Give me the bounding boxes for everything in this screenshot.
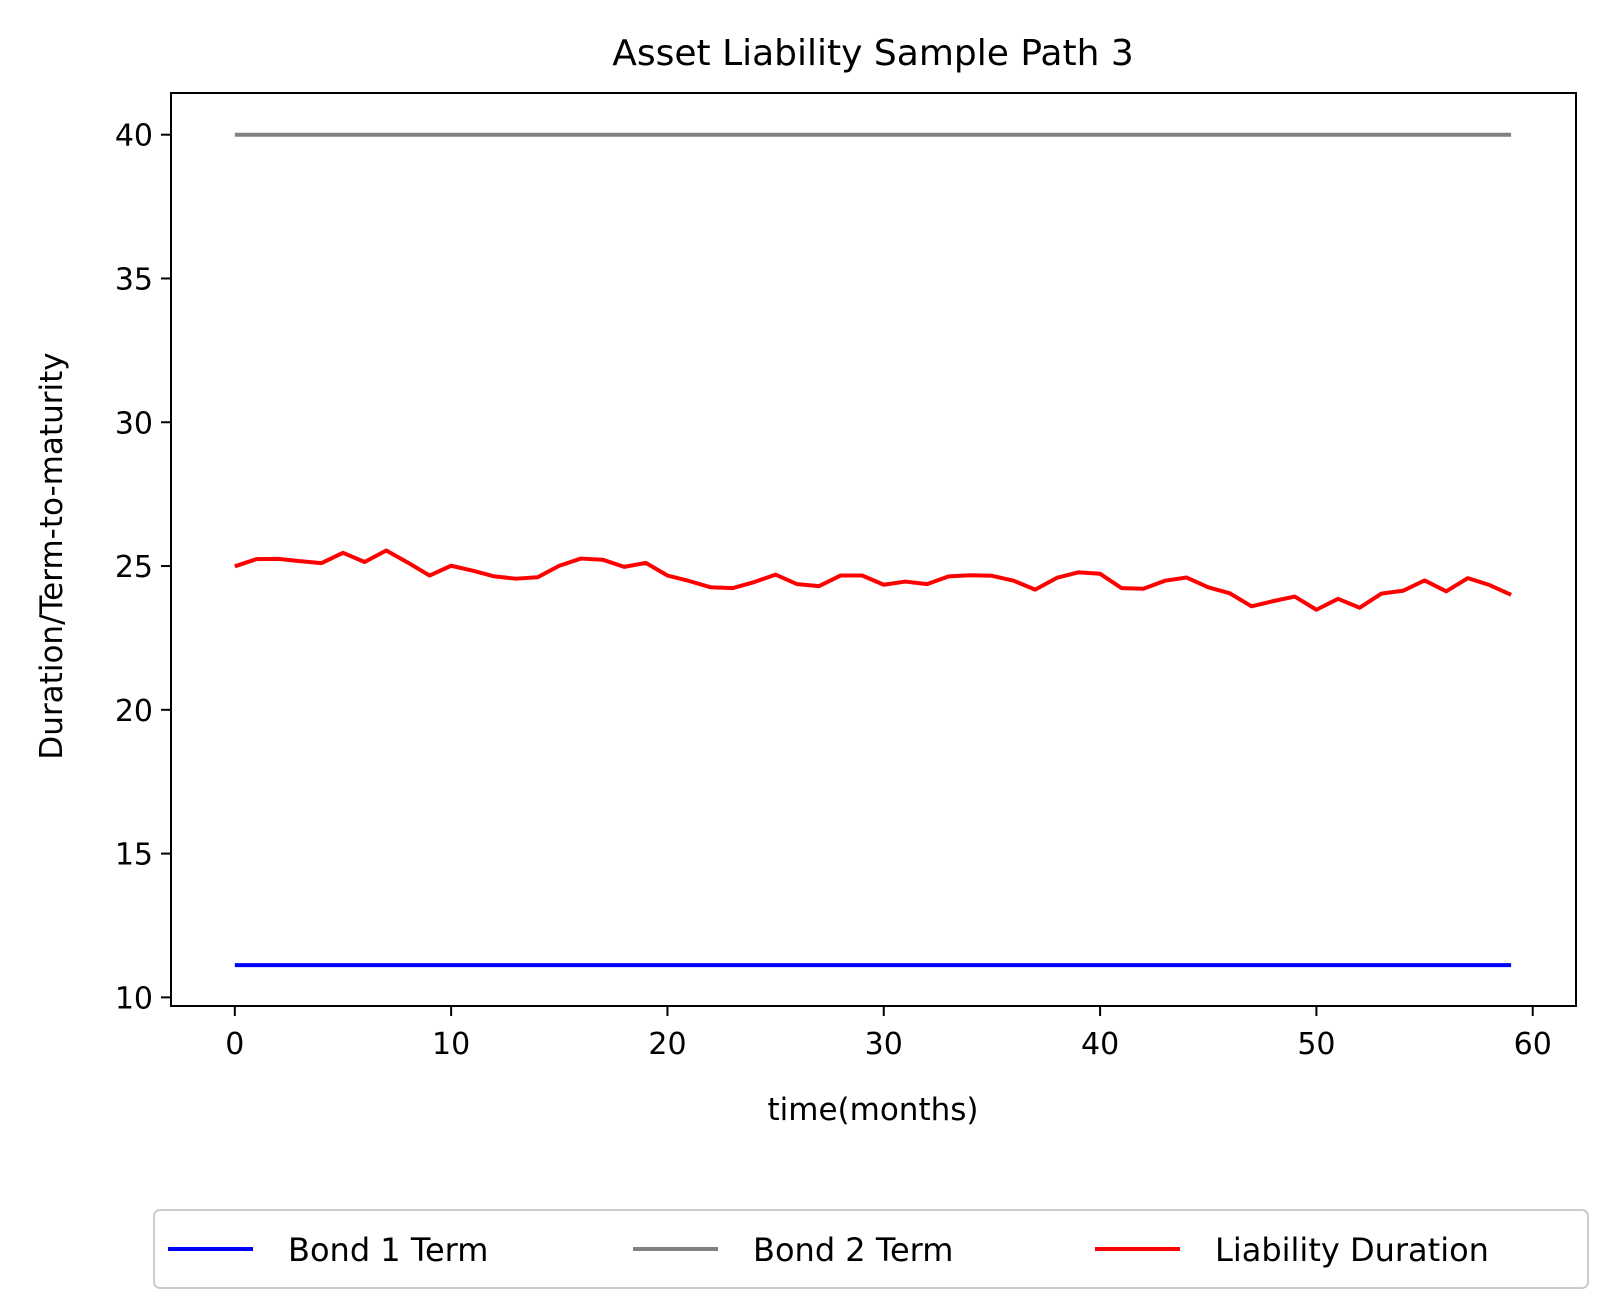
y-axis-label: Duration/Term-to-maturity (34, 352, 70, 759)
legend-label: Liability Duration (1215, 1231, 1489, 1269)
plot-area-frame (170, 92, 1577, 1007)
legend-label: Bond 1 Term (288, 1231, 488, 1269)
x-tick-label: 10 (432, 1027, 470, 1062)
legend: Bond 1 Term Bond 2 Term Liability Duration (153, 1209, 1589, 1289)
y-tick-label: 15 (115, 838, 153, 873)
x-tick-label: 0 (225, 1027, 244, 1062)
y-tick-label: 40 (115, 119, 153, 154)
y-tick-label: 35 (115, 262, 153, 297)
legend-box (153, 1209, 1589, 1289)
legend-entries: Bond 1 Term Bond 2 Term Liability Duration (168, 1231, 1489, 1269)
series-layer (234, 132, 1512, 968)
y-tick-label: 30 (115, 406, 153, 441)
y-tick-label: 20 (115, 694, 153, 729)
x-tick-label: 50 (1297, 1027, 1335, 1062)
series-line-3 (234, 548, 1512, 612)
y-tick-label: 25 (115, 550, 153, 585)
x-tick-label: 60 (1514, 1027, 1552, 1062)
x-tick-label: 30 (865, 1027, 903, 1062)
x-axis-ticks: 0 10 20 30 40 50 60 (225, 1006, 1552, 1062)
x-axis-label: time(months) (768, 1092, 979, 1128)
x-tick-label: 40 (1081, 1027, 1119, 1062)
legend-label: Bond 2 Term (753, 1231, 953, 1269)
y-axis-ticks: 10 15 20 25 30 35 40 (115, 119, 171, 1016)
chart-title: Asset Liability Sample Path 3 (612, 33, 1134, 74)
x-tick-label: 20 (648, 1027, 686, 1062)
y-tick-label: 10 (115, 981, 153, 1016)
